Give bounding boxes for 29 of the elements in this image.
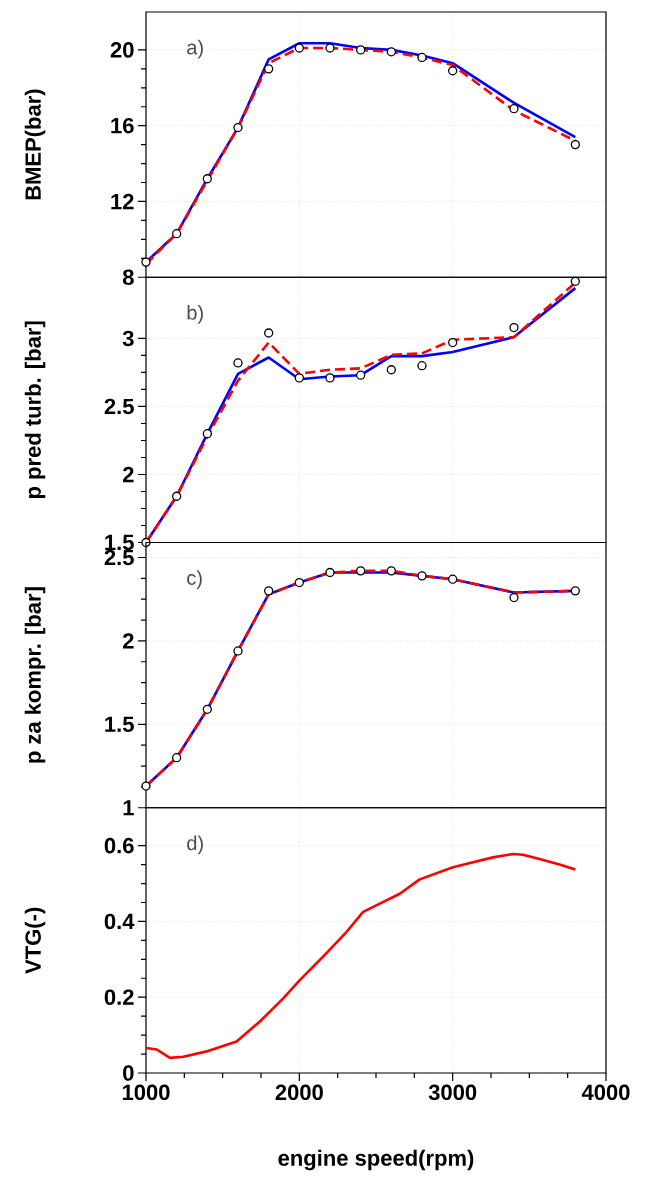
y-tick-label: 20 bbox=[110, 42, 134, 58]
y-tick-label: 8 bbox=[122, 269, 134, 286]
y-tick-label: 2.5 bbox=[104, 398, 134, 415]
y-tick-label: 1 bbox=[123, 800, 134, 816]
y-axis-title: p pred turb. [bar] bbox=[24, 321, 46, 499]
y-tick-label: 0.4 bbox=[104, 913, 135, 930]
y-tick-label: 2 bbox=[123, 633, 134, 649]
y-axis-title: BMEP(bar) bbox=[24, 89, 46, 200]
y-tick-label: 0 bbox=[123, 1065, 134, 1081]
y-tick-label: 0.6 bbox=[104, 837, 134, 854]
y-axis-title: VTG(-) bbox=[24, 907, 46, 974]
y-tick-label: 16 bbox=[111, 117, 134, 134]
x-tick-label: 4000 bbox=[581, 1084, 630, 1101]
annotation: a) bbox=[187, 39, 203, 59]
annotation: c) bbox=[187, 570, 202, 589]
y-axis-title: p za kompr. [bar] bbox=[24, 587, 46, 763]
annotation: d) bbox=[187, 835, 203, 855]
y-tick-label: 1.5 bbox=[105, 534, 134, 551]
annotation: b) bbox=[187, 305, 203, 324]
y-tick-label: 3 bbox=[122, 330, 134, 347]
x-tick-label: 1000 bbox=[122, 1084, 170, 1101]
y-tick-label: 0.2 bbox=[104, 989, 134, 1005]
y-tick-label: 1.5 bbox=[105, 716, 134, 733]
y-tick-label: 2 bbox=[123, 466, 134, 483]
x-tick-label: 3000 bbox=[428, 1084, 477, 1101]
y-tick-label: 2.5 bbox=[104, 549, 134, 566]
x-axis-title: engine speed(rpm) bbox=[278, 1149, 474, 1171]
x-tick-label: 2000 bbox=[275, 1084, 323, 1101]
y-tick-label: 12 bbox=[111, 193, 134, 210]
